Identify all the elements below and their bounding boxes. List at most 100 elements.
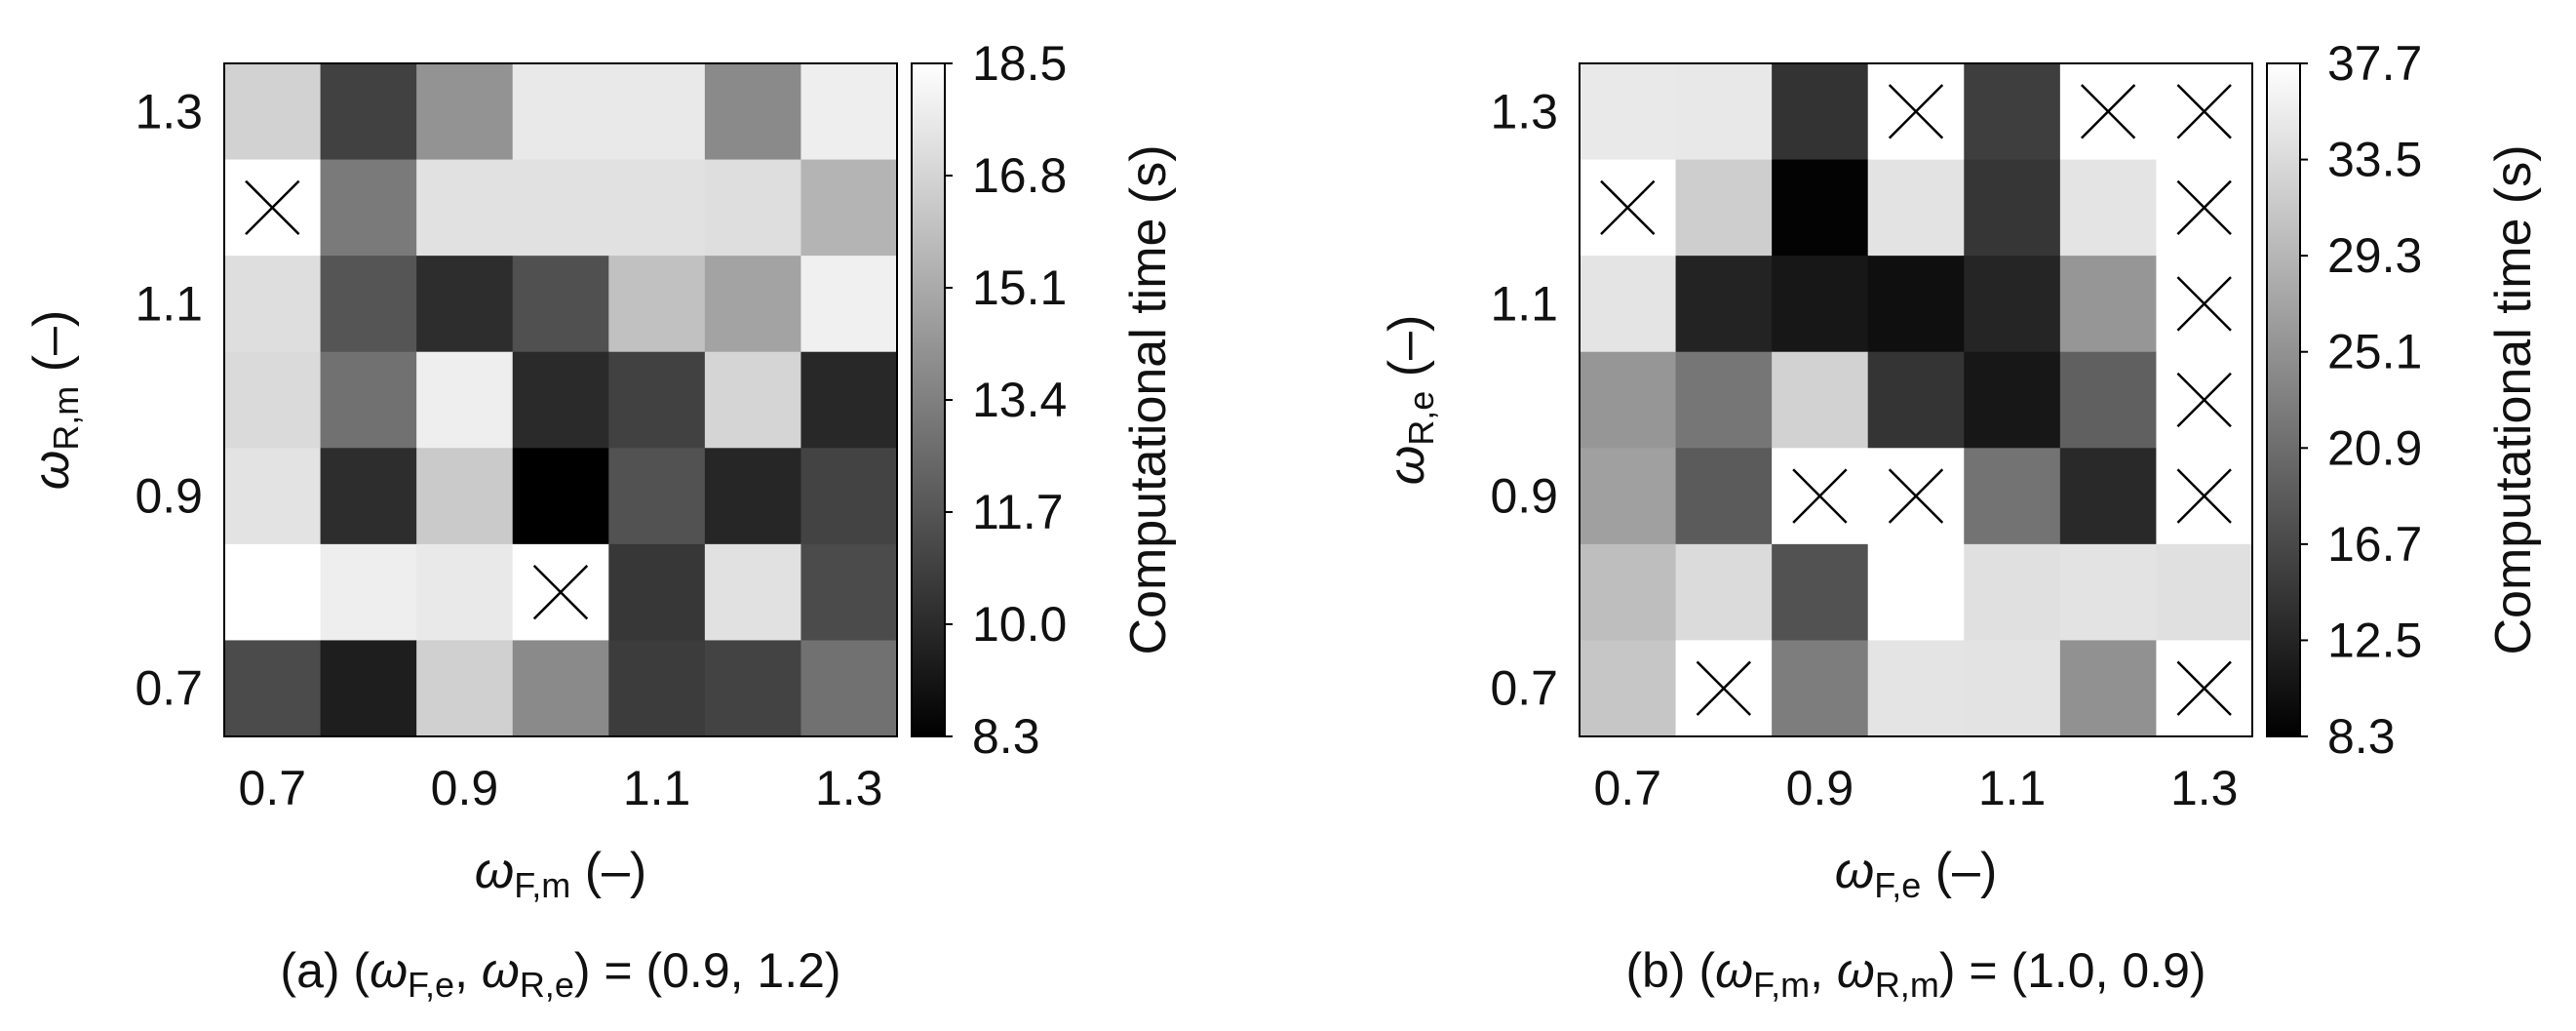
heatmap-a-frame — [223, 62, 898, 737]
heatmap-a-cell — [224, 448, 322, 545]
heatmap-a-cell — [608, 63, 706, 161]
heatmap-a-cell — [800, 256, 898, 353]
caption-b: (b) (ωF,m, ωR,m) = (1.0, 0.9) — [1625, 943, 2205, 1005]
heatmap-a-cell — [704, 159, 802, 257]
heatmap-a-cell — [416, 640, 514, 737]
heatmap-b-cell — [1964, 159, 2061, 257]
colorbar-tick-label: 37.7 — [2327, 36, 2422, 91]
heatmap-b-cell — [1772, 640, 1869, 737]
heatmap-a-cell — [512, 256, 609, 353]
heatmap-a-cell — [320, 63, 417, 161]
colorbar-a-ticks: 18.5 16.8 15.1 13.4 11.7 10.0 8.3 — [945, 36, 1067, 764]
heatmap-a-cell — [512, 448, 609, 545]
heatmap-b-cell — [1964, 63, 2061, 161]
heatmap-a-cell — [608, 543, 706, 642]
colorbar-tick-label: 15.1 — [972, 260, 1067, 315]
heatmap-a-cell — [224, 640, 322, 737]
heatmap-a-cell — [704, 256, 802, 353]
heatmap-b-cell — [1964, 640, 2061, 737]
colorbar-tick-label: 25.1 — [2327, 325, 2422, 379]
y-tick-label: 1.1 — [135, 276, 203, 331]
heatmap-a-cell — [320, 256, 417, 353]
heatmap-b-cell — [1675, 448, 1773, 545]
heatmap-b-cell — [1772, 351, 1869, 449]
heatmap-b-cell — [1580, 640, 1677, 737]
heatmap-b-cell — [1964, 448, 2061, 545]
heatmap-a-cell — [608, 159, 706, 257]
colorbar-tick-label: 10.0 — [972, 597, 1067, 652]
colorbar-b-gradient — [2266, 62, 2301, 737]
colorbar-b: 37.7 33.5 29.3 25.1 20.9 16.7 12.5 8.3 Computat… — [2266, 36, 2542, 764]
heatmap-a-cell — [320, 448, 417, 545]
heatmap-a-cell — [224, 63, 322, 161]
colorbar-b-ticks: 37.7 33.5 29.3 25.1 20.9 16.7 12.5 8.3 — [2300, 36, 2422, 764]
missing-cross-line — [2176, 660, 2232, 716]
colorbar-tick-label: 33.5 — [2327, 133, 2422, 187]
heatmap-b-cell — [1580, 543, 1677, 642]
missing-cross-line — [2080, 84, 2136, 139]
heatmap-b-cell — [1675, 159, 1773, 257]
missing-cross-line — [532, 564, 589, 620]
heatmap-b-xlabel: ωF,e (–) — [1835, 843, 1998, 905]
heatmap-a-cell — [704, 351, 802, 449]
heatmap-a-ylabel: ωR,m (–) — [23, 310, 86, 491]
x-tick-label: 1.1 — [623, 761, 691, 815]
heatmap-b-cell — [2156, 543, 2253, 642]
x-tick-label: 1.3 — [815, 761, 883, 815]
heatmap-a-cell — [512, 640, 609, 737]
heatmap-b-cell — [1964, 351, 2061, 449]
colorbar-tick-label: 16.7 — [2327, 517, 2422, 572]
colorbar-tick-label: 16.8 — [972, 148, 1067, 203]
heatmap-b-cell — [1675, 351, 1773, 449]
heatmap-b-cell — [1772, 159, 1869, 257]
colorbar-tick-label: 8.3 — [2327, 709, 2396, 764]
heatmap-b-cell — [1580, 63, 1677, 161]
heatmap-b-ylabel: ωR,e (–) — [1379, 315, 1441, 486]
heatmap-a-x-ticks: 0.7 0.9 1.1 1.3 — [239, 761, 883, 815]
heatmap-a-cell — [608, 640, 706, 737]
heatmap-b-cell — [1675, 63, 1773, 161]
colorbar-tick-label: 13.4 — [972, 373, 1067, 427]
heatmap-a-cell — [800, 448, 898, 545]
heatmap-a-cell — [224, 256, 322, 353]
x-tick-label: 1.1 — [1978, 761, 2047, 815]
heatmap-b-cell — [1867, 351, 1965, 449]
heatmap-b-cell — [1772, 256, 1869, 353]
missing-cross-line — [245, 179, 300, 236]
x-tick-label: 0.7 — [1594, 761, 1662, 815]
x-tick-label: 1.3 — [2170, 761, 2239, 815]
heatmap-a-cell — [416, 543, 514, 642]
heatmap-b-cell — [2059, 543, 2158, 642]
heatmap-a-xlabel: ωF,m (–) — [475, 843, 647, 905]
heatmap-b-cell — [1964, 256, 2061, 353]
missing-cross-line — [2176, 84, 2232, 139]
heatmap-a-cell — [800, 543, 898, 642]
heatmap-a-cell — [416, 63, 514, 161]
heatmap-b-y-ticks: 1.3 1.1 0.9 0.7 — [1490, 84, 1558, 715]
heatmap-a-cell — [704, 63, 802, 161]
heatmap-a-cell — [800, 63, 898, 161]
heatmap-a-cell — [704, 640, 802, 737]
caption-a: (a) (ωF,e, ωR,e) = (0.9, 1.2) — [280, 943, 840, 1005]
heatmap-b-cell — [2059, 448, 2158, 545]
missing-cross-line — [1792, 468, 1848, 524]
heatmap-b-cell — [1772, 63, 1869, 161]
heatmap-a-cell — [416, 159, 514, 257]
heatmap-panel-b: 1.3 1.1 0.9 0.7 0.7 0.9 1.1 1.3 ωF,e (–) ωR,e … — [1379, 36, 2542, 1005]
colorbar-tick-label: 20.9 — [2327, 420, 2422, 475]
colorbar-a-gradient — [911, 62, 946, 737]
heatmap-a-cell — [320, 351, 417, 449]
heatmap-a-cell — [800, 159, 898, 257]
heatmap-a-cell — [704, 543, 802, 642]
heatmap-a-cell — [416, 256, 514, 353]
heatmap-a-cell — [608, 448, 706, 545]
heatmap-a-cell — [512, 159, 609, 257]
y-tick-label: 1.3 — [1490, 84, 1558, 139]
heatmap-b-x-ticks: 0.7 0.9 1.1 1.3 — [1594, 761, 2239, 815]
heatmap-a-cell — [512, 351, 609, 449]
missing-cross-line — [1696, 660, 1752, 716]
colorbar-tick-label: 11.7 — [972, 485, 1064, 539]
y-tick-label: 0.7 — [135, 661, 203, 716]
heatmap-b-cell — [2059, 640, 2158, 737]
